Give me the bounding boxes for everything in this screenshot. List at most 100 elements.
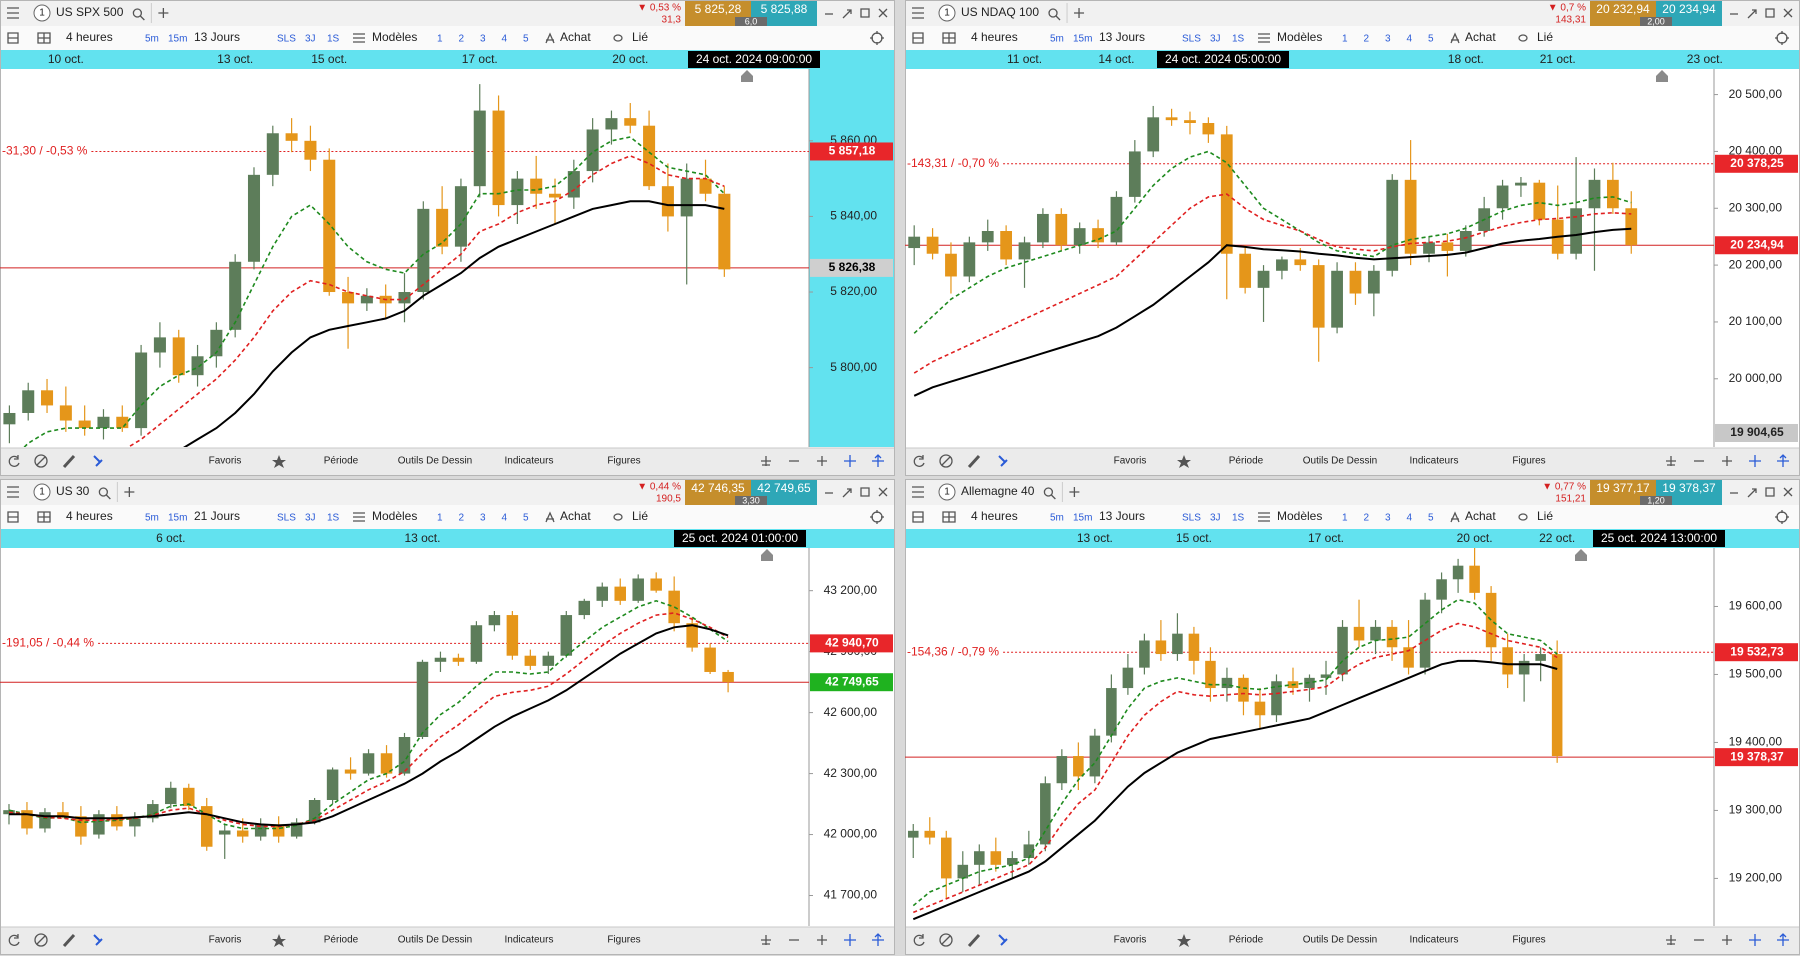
time-marker[interactable] <box>741 70 753 82</box>
link[interactable]: Lié <box>632 30 648 44</box>
cursor-icon[interactable] <box>998 934 1008 946</box>
trade[interactable]: Achat <box>1465 509 1496 523</box>
add-tab-icon[interactable] <box>1074 8 1085 18</box>
list-icon[interactable] <box>912 511 924 523</box>
layout-button[interactable]: 1 <box>437 34 443 45</box>
list-icon[interactable] <box>7 32 19 44</box>
detach-icon[interactable] <box>860 487 870 497</box>
style-button[interactable]: 1S <box>327 513 340 524</box>
link-icon[interactable] <box>1518 34 1528 42</box>
period[interactable]: 13 Jours <box>1099 30 1145 44</box>
templates[interactable]: Modèles <box>372 30 417 44</box>
style-button[interactable]: SLS <box>277 34 296 45</box>
instrument-name[interactable]: Allemagne 40 <box>961 484 1035 498</box>
bottom-menu[interactable]: Période <box>324 935 359 946</box>
search-icon[interactable] <box>98 487 111 500</box>
cancel-icon[interactable] <box>939 454 953 468</box>
instrument-name[interactable]: US 30 <box>56 484 90 498</box>
pencil-icon[interactable] <box>967 933 981 948</box>
trade[interactable]: Achat <box>1465 30 1496 44</box>
link[interactable]: Lié <box>1537 509 1553 523</box>
bottom-menu[interactable]: Outils De Dessin <box>1303 935 1377 946</box>
layout-button[interactable]: 5 <box>1428 34 1434 45</box>
search-icon[interactable] <box>1043 487 1056 500</box>
favorites-star[interactable] <box>272 934 286 947</box>
instrument-name[interactable]: US SPX 500 <box>56 5 124 19</box>
settings-icon[interactable] <box>1775 510 1789 524</box>
trade[interactable]: Achat <box>560 30 591 44</box>
refresh-icon[interactable] <box>8 934 20 946</box>
trade-icon[interactable] <box>545 511 555 523</box>
interval-button[interactable]: 15m <box>1073 513 1092 524</box>
layout-icon[interactable] <box>942 511 956 523</box>
layout-button[interactable]: 4 <box>1407 34 1413 45</box>
settings-icon[interactable] <box>870 31 884 45</box>
list-icon[interactable] <box>912 32 924 44</box>
bottom-menu[interactable]: Outils De Dessin <box>398 935 472 946</box>
cancel-icon[interactable] <box>34 454 48 468</box>
bottom-menu[interactable]: Indicateurs <box>505 935 554 946</box>
time-marker[interactable] <box>761 549 773 561</box>
zoom-control[interactable] <box>1666 935 1676 945</box>
bottom-menu[interactable]: Outils De Dessin <box>1303 456 1377 467</box>
zoom-control[interactable] <box>1722 456 1732 466</box>
layout-button[interactable]: 5 <box>1428 513 1434 524</box>
trade-icon[interactable] <box>1450 32 1460 44</box>
expand-icon[interactable] <box>1747 488 1757 498</box>
cancel-icon[interactable] <box>34 933 48 947</box>
period[interactable]: 13 Jours <box>1099 509 1145 523</box>
favorites-star[interactable] <box>1177 455 1191 468</box>
trade[interactable]: Achat <box>560 509 591 523</box>
link[interactable]: Lié <box>1537 30 1553 44</box>
style-button[interactable]: 3J <box>1210 513 1221 524</box>
bottom-menu[interactable]: Outils De Dessin <box>398 456 472 467</box>
layout-button[interactable]: 1 <box>1342 513 1348 524</box>
settings-icon[interactable] <box>870 510 884 524</box>
templates[interactable]: Modèles <box>1277 30 1322 44</box>
style-button[interactable]: 3J <box>305 513 316 524</box>
interval-button[interactable]: 5m <box>1050 513 1064 524</box>
zoom-control[interactable] <box>844 934 856 946</box>
layout-button[interactable]: 2 <box>459 513 465 524</box>
detach-icon[interactable] <box>1765 8 1775 18</box>
bottom-menu[interactable]: Période <box>1229 935 1264 946</box>
style-button[interactable]: 1S <box>1232 513 1245 524</box>
favorites[interactable]: Favoris <box>209 456 242 467</box>
templates-icon[interactable] <box>1258 33 1270 43</box>
favorites[interactable]: Favoris <box>1114 456 1147 467</box>
add-tab-icon[interactable] <box>1069 487 1080 497</box>
layout-icon[interactable] <box>37 32 51 44</box>
style-button[interactable]: SLS <box>1182 513 1201 524</box>
layout-button[interactable]: 4 <box>502 34 508 45</box>
zoom-control[interactable] <box>817 456 827 466</box>
zoom-control[interactable] <box>1749 934 1761 946</box>
interval-button[interactable]: 5m <box>1050 34 1064 45</box>
zoom-control[interactable] <box>761 456 771 466</box>
layout-button[interactable]: 2 <box>1364 34 1370 45</box>
bottom-menu[interactable]: Période <box>1229 456 1264 467</box>
layout-button[interactable]: 3 <box>1385 513 1391 524</box>
link-icon[interactable] <box>613 34 623 42</box>
style-button[interactable]: SLS <box>1182 34 1201 45</box>
zoom-control[interactable] <box>1777 933 1789 946</box>
bottom-menu[interactable]: Figures <box>607 456 640 467</box>
zoom-control[interactable] <box>1722 935 1732 945</box>
close-icon[interactable] <box>1783 487 1793 497</box>
style-button[interactable]: SLS <box>277 513 296 524</box>
templates-icon[interactable] <box>353 33 365 43</box>
bottom-menu[interactable]: Figures <box>607 935 640 946</box>
cursor-icon[interactable] <box>93 934 103 946</box>
period[interactable]: 13 Jours <box>194 30 240 44</box>
cursor-icon[interactable] <box>93 455 103 467</box>
refresh-icon[interactable] <box>913 934 925 946</box>
style-button[interactable]: 1S <box>1232 34 1245 45</box>
link-icon[interactable] <box>1518 513 1528 521</box>
expand-icon[interactable] <box>1747 9 1757 19</box>
refresh-icon[interactable] <box>8 455 20 467</box>
detach-icon[interactable] <box>860 8 870 18</box>
link[interactable]: Lié <box>632 509 648 523</box>
add-tab-icon[interactable] <box>158 8 169 18</box>
interval-button[interactable]: 5m <box>145 34 159 45</box>
pencil-icon[interactable] <box>62 933 76 948</box>
interval-button[interactable]: 15m <box>168 34 187 45</box>
